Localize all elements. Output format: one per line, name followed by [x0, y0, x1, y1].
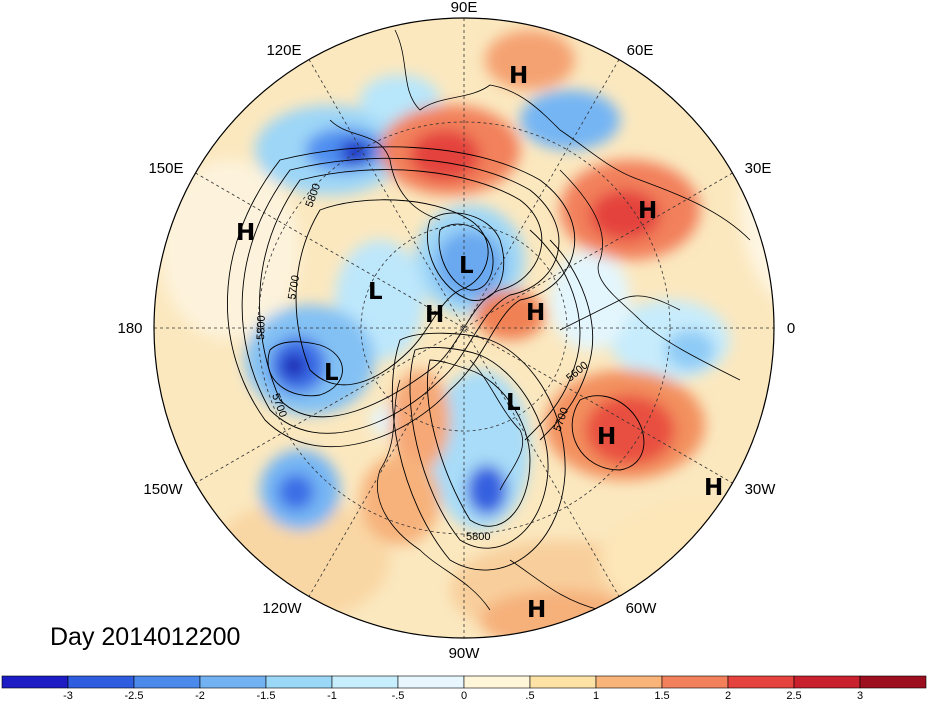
colorbar-tick-label: -2 [195, 690, 205, 702]
colorbar-swatch [793, 675, 861, 689]
contour-label: 5800 [255, 315, 268, 340]
colorbar-tick-label: -3 [63, 690, 73, 702]
map-border [153, 17, 775, 639]
contour-label: 5800 [466, 531, 490, 543]
high-center: H [638, 198, 657, 224]
lon-label: 120W [262, 600, 302, 617]
colorbar-tick-label: -1.5 [257, 690, 276, 702]
lon-label: 30E [745, 160, 772, 177]
map-title: Day 2014012200 [50, 623, 240, 651]
lon-label: 90W [449, 645, 481, 662]
colorbar-swatch [529, 675, 597, 689]
colorbar-tick-label: .5 [525, 690, 534, 702]
pressure-centers: H H H H H H H H L L L L [236, 63, 723, 623]
lon-label: 180 [117, 320, 142, 337]
high-center: H [704, 475, 723, 501]
graticule [154, 18, 774, 638]
low-center: L [459, 253, 474, 279]
lon-label: 60W [626, 600, 658, 617]
low-center: L [324, 360, 339, 386]
colorbar-tick-label: -2.5 [125, 690, 144, 702]
high-center: H [526, 300, 545, 326]
lon-label: 120E [266, 42, 301, 59]
colorbar-swatch [199, 675, 267, 689]
lon-label: 0 [787, 320, 795, 337]
lon-label: 150E [148, 160, 183, 177]
colorbar-tick-label: 3 [857, 690, 863, 702]
colorbar-swatch [1, 675, 69, 689]
low-center: L [506, 390, 521, 416]
colorbar-swatch [265, 675, 333, 689]
colorbar-tick-label: 1.5 [654, 690, 669, 702]
colorbar-tick-label: 0 [461, 690, 467, 702]
colorbar-swatch [397, 675, 465, 689]
colorbar-tick-label: -1 [327, 690, 337, 702]
high-center: H [527, 597, 546, 623]
colorbar-swatch [859, 675, 927, 689]
contour-label: 5700 [286, 274, 302, 300]
lon-label: 90E [451, 0, 478, 16]
longitude-labels: 90E 60E 30E 0 30W 60W 90W 120W 150W 180 … [117, 0, 795, 662]
colorbar-swatch [727, 675, 795, 689]
colorbar-tick-label: 1 [593, 690, 599, 702]
colorbar-tick-label: 2 [725, 690, 731, 702]
high-center: H [509, 63, 528, 89]
colorbar-swatch [661, 675, 729, 689]
high-center: H [597, 424, 616, 450]
colorbar-swatch [595, 675, 663, 689]
low-center: L [368, 279, 383, 305]
colorbar-swatch [331, 675, 399, 689]
height-contours [227, 146, 645, 571]
high-center: H [236, 220, 255, 246]
lon-label: 30W [745, 481, 777, 498]
colorbar-tick-label: 2.5 [786, 690, 801, 702]
colorbar-swatch [463, 675, 531, 689]
lon-label: 60E [627, 42, 654, 59]
colorbar-tick-label: -.5 [392, 690, 405, 702]
lon-label: 150W [143, 481, 183, 498]
colorbar-swatch [133, 675, 201, 689]
colorbar: -3 -2.5 -2 -1.5 -1 -.5 0 .5 1 1.5 2 2.5 3 [1, 675, 927, 702]
colorbar-swatch [67, 675, 135, 689]
high-center: H [425, 302, 444, 328]
